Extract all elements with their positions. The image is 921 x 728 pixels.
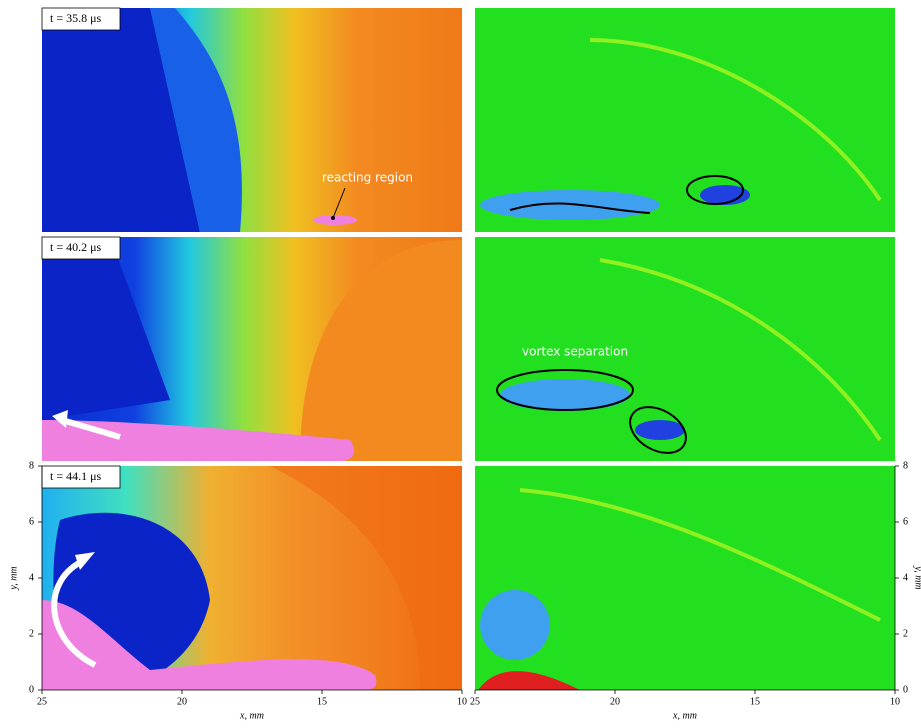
x-tick-label: 10 (890, 696, 900, 707)
x-tick-label: 10 (457, 696, 467, 707)
x-tick-label: 25 (470, 696, 480, 707)
x-axis-label: x, mm (672, 710, 697, 721)
x-tick-label: 15 (750, 696, 760, 707)
y-axis-label: y, mm (8, 566, 19, 590)
time-label: t = 40.2 μs (50, 240, 102, 254)
time-label: t = 35.8 μs (50, 11, 102, 25)
y-tick-label: 6 (903, 516, 908, 527)
y-tick-label: 4 (29, 572, 34, 583)
y-tick-label: 6 (29, 516, 34, 527)
x-tick-label: 20 (177, 696, 187, 707)
y-tick-label: 2 (903, 628, 908, 639)
x-axis-label: x, mm (239, 710, 264, 721)
x-tick-label: 15 (317, 696, 327, 707)
y-tick-label: 0 (903, 684, 908, 695)
figure: t = 35.8 μs t = 40.2 μs t = 44.1 μs reac… (0, 0, 921, 728)
left-panels (42, 8, 462, 690)
y-axis-label: y, mm (913, 565, 921, 589)
annotation: vortex separation (522, 345, 628, 359)
x-tick-label: 20 (610, 696, 620, 707)
y-tick-label: 0 (29, 684, 34, 695)
time-label: t = 44.1 μs (50, 469, 102, 483)
y-tick-label: 8 (29, 460, 34, 471)
y-tick-label: 8 (903, 460, 908, 471)
y-tick-label: 4 (903, 572, 908, 583)
y-tick-label: 2 (29, 628, 34, 639)
annotation: reacting region (322, 171, 413, 185)
x-tick-label: 25 (37, 696, 47, 707)
